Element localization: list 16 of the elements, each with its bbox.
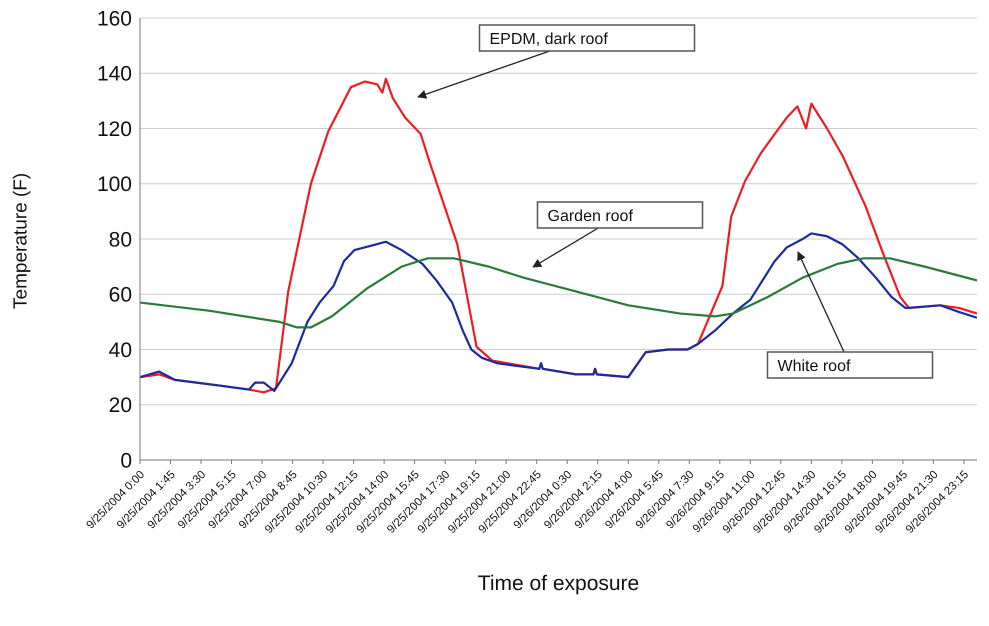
y-tick-label: 60 — [108, 284, 132, 307]
y-tick-label: 160 — [96, 7, 132, 30]
y-tick-label: 40 — [108, 338, 132, 362]
y-tick-label: 100 — [96, 173, 132, 196]
annotation: Garden roof — [548, 208, 634, 225]
y-tick-label: 80 — [108, 228, 132, 252]
y-tick-label: 140 — [96, 62, 132, 86]
y-tick-label: 20 — [108, 394, 132, 418]
y-axis-title: Temperature (F) — [10, 172, 32, 309]
y-tick-label: 120 — [96, 118, 132, 141]
line-series — [140, 232, 977, 392]
annotation: White roof — [778, 358, 851, 375]
y-tick-label: 0 — [120, 449, 132, 472]
x-axis-title: Time of exposure — [478, 572, 640, 595]
line-series — [140, 257, 977, 328]
annotation: EPDM, dark roof — [490, 31, 608, 48]
